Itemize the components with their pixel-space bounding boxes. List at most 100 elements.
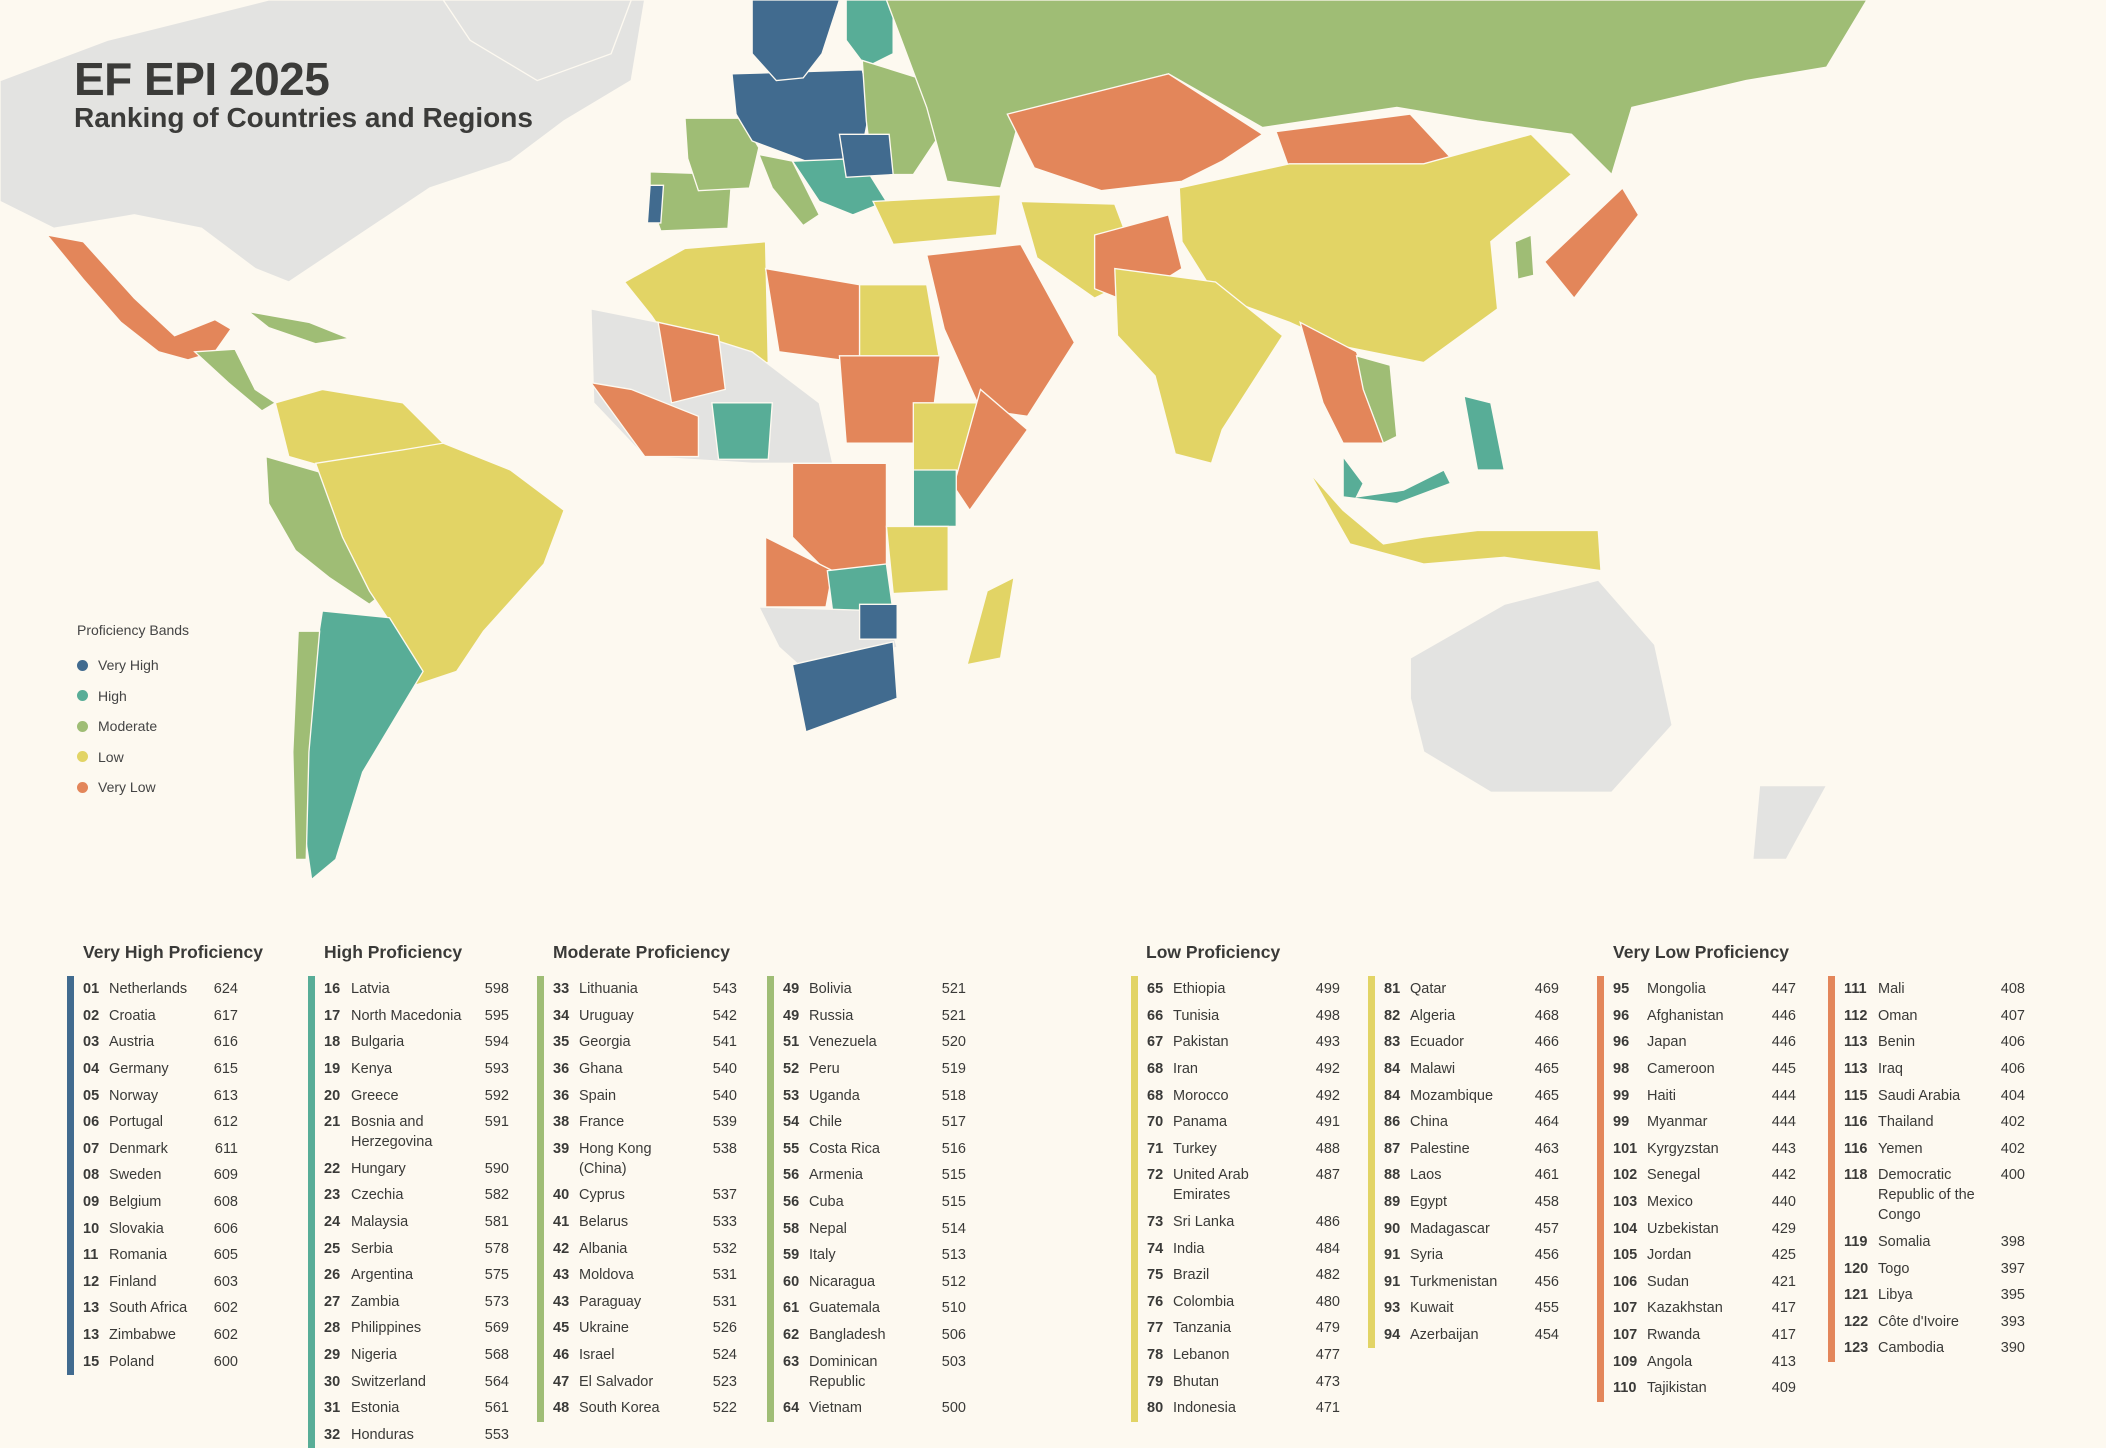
country-shape-philippines — [1464, 396, 1504, 470]
legend-dot-icon — [77, 660, 88, 671]
score: 582 — [473, 1185, 509, 1205]
score: 407 — [1989, 1006, 2025, 1026]
country-name: Lebanon — [1173, 1345, 1304, 1365]
rank: 58 — [783, 1219, 809, 1239]
country-name: Mexico — [1647, 1192, 1760, 1212]
country-shape-libya — [766, 269, 860, 363]
score: 514 — [930, 1219, 966, 1239]
score: 510 — [930, 1298, 966, 1318]
country-name: Dominican Republic — [809, 1352, 930, 1392]
country-name: Tanzania — [1173, 1318, 1304, 1338]
rank: 52 — [783, 1059, 809, 1079]
country-name: Senegal — [1647, 1165, 1760, 1185]
rank: 96 — [1613, 1006, 1647, 1026]
rank: 116 — [1844, 1139, 1878, 1159]
rank: 03 — [83, 1032, 109, 1052]
score: 523 — [701, 1372, 737, 1392]
rank: 20 — [324, 1086, 351, 1106]
country-name: France — [579, 1112, 701, 1132]
rank: 09 — [83, 1192, 109, 1212]
score: 600 — [202, 1352, 238, 1372]
score: 397 — [1989, 1259, 2025, 1279]
country-shape-portugal — [647, 185, 663, 223]
score: 603 — [202, 1272, 238, 1292]
rank: 119 — [1844, 1232, 1878, 1252]
country-name: Bangladesh — [809, 1325, 930, 1345]
score: 540 — [701, 1059, 737, 1079]
score: 524 — [701, 1345, 737, 1365]
country-name: Cambodia — [1878, 1338, 1989, 1358]
rank: 27 — [324, 1292, 351, 1312]
country-shape-central-america — [195, 349, 276, 411]
rank: 81 — [1384, 979, 1410, 999]
rank: 38 — [553, 1112, 579, 1132]
score: 482 — [1304, 1265, 1340, 1285]
score: 526 — [701, 1318, 737, 1338]
rank: 12 — [83, 1272, 109, 1292]
country-name: Hungary — [351, 1159, 473, 1179]
score: 429 — [1760, 1219, 1796, 1239]
score: 532 — [701, 1239, 737, 1259]
rank: 113 — [1844, 1059, 1878, 1079]
country-name: India — [1173, 1239, 1304, 1259]
country-name: Jordan — [1647, 1245, 1760, 1265]
country-name: Zambia — [351, 1292, 473, 1312]
country-shape-romania — [839, 134, 893, 177]
country-name: Cuba — [809, 1192, 930, 1212]
rank: 15 — [83, 1352, 109, 1372]
country-shape-japan — [1545, 188, 1639, 298]
score: 413 — [1760, 1352, 1796, 1372]
country-name: South Africa — [109, 1298, 202, 1318]
score: 595 — [473, 1006, 509, 1026]
score: 390 — [1989, 1338, 2025, 1358]
rank: 84 — [1384, 1059, 1410, 1079]
legend-dot-icon — [77, 782, 88, 793]
rank: 55 — [783, 1139, 809, 1159]
rank: 30 — [324, 1372, 351, 1392]
score: 543 — [701, 979, 737, 999]
rank: 36 — [553, 1086, 579, 1106]
rank: 106 — [1613, 1272, 1647, 1292]
country-name: Armenia — [809, 1165, 930, 1185]
score: 616 — [202, 1032, 238, 1052]
country-name: Israel — [579, 1345, 701, 1365]
country-name: Guatemala — [809, 1298, 930, 1318]
country-name: Angola — [1647, 1352, 1760, 1372]
country-name: Kuwait — [1410, 1298, 1523, 1318]
country-shape-korea — [1515, 235, 1534, 279]
rank: 06 — [83, 1112, 109, 1132]
rank: 63 — [783, 1352, 809, 1372]
score: 473 — [1304, 1372, 1340, 1392]
score: 521 — [930, 1006, 966, 1026]
rank: 90 — [1384, 1219, 1410, 1239]
country-name: Mozambique — [1410, 1086, 1523, 1106]
country-name: Haiti — [1647, 1086, 1760, 1106]
